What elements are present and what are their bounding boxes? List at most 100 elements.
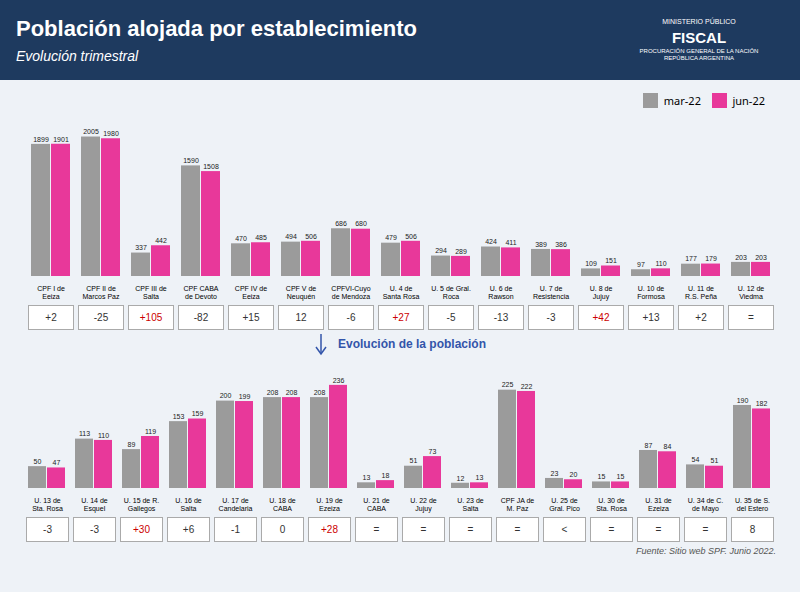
svg-text:47: 47 xyxy=(53,459,61,466)
svg-text:CPFVI-Cuyode Mendoza: CPFVI-Cuyode Mendoza xyxy=(331,285,370,300)
svg-text:442: 442 xyxy=(155,237,167,244)
svg-text:151: 151 xyxy=(605,257,617,264)
svg-text:+30: +30 xyxy=(133,524,150,535)
svg-text:73: 73 xyxy=(429,448,437,455)
svg-text:U. 25 deGral. Pico: U. 25 deGral. Pico xyxy=(549,497,580,512)
svg-text:1901: 1901 xyxy=(53,135,69,142)
svg-text:506: 506 xyxy=(305,233,317,240)
svg-text:CPF V deNeuquén: CPF V deNeuquén xyxy=(286,285,316,301)
svg-text:U. 22 deJujuy: U. 22 deJujuy xyxy=(410,497,437,513)
svg-text:203: 203 xyxy=(755,254,767,261)
svg-text:208: 208 xyxy=(267,389,279,396)
svg-text:89: 89 xyxy=(128,441,136,448)
svg-text:87: 87 xyxy=(645,442,653,449)
svg-text:1899: 1899 xyxy=(33,136,49,143)
svg-text:50: 50 xyxy=(34,458,42,465)
svg-text:CPF JA deM. Paz: CPF JA deM. Paz xyxy=(501,497,535,512)
svg-text:386: 386 xyxy=(555,241,567,248)
svg-text:337: 337 xyxy=(135,244,147,251)
svg-text:=: = xyxy=(703,524,709,535)
svg-text:-3: -3 xyxy=(547,312,556,323)
svg-text:U. 34 de C.de Mayo: U. 34 de C.de Mayo xyxy=(688,497,723,513)
svg-text:-82: -82 xyxy=(194,312,209,323)
svg-text:411: 411 xyxy=(505,239,516,246)
svg-text:+27: +27 xyxy=(393,312,410,323)
svg-text:CPF IV deEeiza: CPF IV deEeiza xyxy=(235,285,267,300)
svg-text:182: 182 xyxy=(756,400,768,407)
svg-text:CPF I deEeiza: CPF I deEeiza xyxy=(37,285,65,300)
svg-text:153: 153 xyxy=(173,413,185,420)
svg-text:CPF CABAde Devoto: CPF CABAde Devoto xyxy=(183,285,218,300)
svg-text:680: 680 xyxy=(355,220,367,227)
svg-text:U. 4 deSanta Rosa: U. 4 deSanta Rosa xyxy=(383,285,420,300)
svg-text:+15: +15 xyxy=(243,312,260,323)
svg-text:0: 0 xyxy=(280,524,286,535)
svg-text:=: = xyxy=(515,524,521,535)
svg-text:U. 21 deCABA: U. 21 deCABA xyxy=(363,497,390,512)
svg-text:CPF II deMarcos Paz: CPF II deMarcos Paz xyxy=(83,285,120,300)
svg-text:-13: -13 xyxy=(494,312,509,323)
svg-text:203: 203 xyxy=(735,254,747,261)
svg-text:U. 16 deSalta: U. 16 deSalta xyxy=(175,497,202,512)
svg-text:U. 6 deRawson: U. 6 deRawson xyxy=(488,285,513,300)
svg-text:+6: +6 xyxy=(183,524,195,535)
svg-text:470: 470 xyxy=(235,235,247,242)
svg-text:+2: +2 xyxy=(45,312,57,323)
svg-text:15: 15 xyxy=(617,473,625,480)
svg-text:=: = xyxy=(468,524,474,535)
svg-text:20: 20 xyxy=(570,471,578,478)
svg-text:51: 51 xyxy=(711,457,719,464)
svg-text:485: 485 xyxy=(255,234,267,241)
svg-text:U. 12 deViedma: U. 12 deViedma xyxy=(738,285,765,300)
svg-text:110: 110 xyxy=(98,432,109,439)
svg-text:208: 208 xyxy=(286,389,298,396)
svg-text:179: 179 xyxy=(705,255,717,262)
svg-text:-3: -3 xyxy=(90,524,99,535)
svg-text:+2: +2 xyxy=(695,312,707,323)
svg-text:177: 177 xyxy=(685,255,697,262)
svg-text:U. 23 deSalta: U. 23 deSalta xyxy=(457,497,484,512)
svg-text:U. 7 deResistencia: U. 7 deResistencia xyxy=(533,285,569,300)
svg-text:=: = xyxy=(656,524,662,535)
svg-text:190: 190 xyxy=(737,397,749,404)
svg-text:1508: 1508 xyxy=(203,163,219,170)
svg-text:84: 84 xyxy=(664,443,672,450)
svg-text:-5: -5 xyxy=(447,312,456,323)
svg-text:479: 479 xyxy=(385,234,397,241)
svg-text:=: = xyxy=(374,524,380,535)
svg-text:U. 10 deFormosa: U. 10 deFormosa xyxy=(637,285,665,300)
svg-text:U. 11 deR.S. Peña: U. 11 deR.S. Peña xyxy=(685,285,717,300)
svg-text:CPF III deSalta: CPF III deSalta xyxy=(135,285,167,300)
svg-text:U. 17 deCandelaria: U. 17 deCandelaria xyxy=(219,497,253,512)
svg-text:109: 109 xyxy=(585,260,597,267)
svg-text:U. 35 de S.del Estero: U. 35 de S.del Estero xyxy=(735,497,770,512)
svg-text:113: 113 xyxy=(79,430,90,437)
svg-text:+105: +105 xyxy=(140,312,163,323)
svg-text:-6: -6 xyxy=(347,312,356,323)
svg-text:119: 119 xyxy=(145,428,156,435)
svg-text:-25: -25 xyxy=(94,312,109,323)
svg-text:222: 222 xyxy=(521,383,533,390)
svg-text:1980: 1980 xyxy=(103,130,119,137)
svg-text:U. 19 deEzeiza: U. 19 deEzeiza xyxy=(316,497,343,512)
svg-text:12: 12 xyxy=(457,474,465,481)
svg-text:15: 15 xyxy=(598,473,606,480)
svg-text:97: 97 xyxy=(637,261,645,268)
svg-text:389: 389 xyxy=(535,241,547,248)
svg-text:236: 236 xyxy=(333,377,345,384)
svg-text:<: < xyxy=(562,524,568,535)
svg-text:-3: -3 xyxy=(43,524,52,535)
svg-text:2005: 2005 xyxy=(83,128,99,135)
svg-text:159: 159 xyxy=(192,410,204,417)
svg-text:U. 18 deCABA: U. 18 deCABA xyxy=(269,497,296,512)
svg-text:18: 18 xyxy=(382,472,390,479)
svg-text:686: 686 xyxy=(335,220,347,227)
svg-text:294: 294 xyxy=(435,247,447,254)
svg-text:199: 199 xyxy=(239,393,251,400)
svg-text:13: 13 xyxy=(363,474,371,481)
svg-text:+28: +28 xyxy=(321,524,338,535)
svg-text:110: 110 xyxy=(655,260,666,267)
svg-text:506: 506 xyxy=(405,233,417,240)
svg-text:U. 31 deEzeiza: U. 31 deEzeiza xyxy=(645,497,672,512)
svg-text:494: 494 xyxy=(285,233,297,240)
